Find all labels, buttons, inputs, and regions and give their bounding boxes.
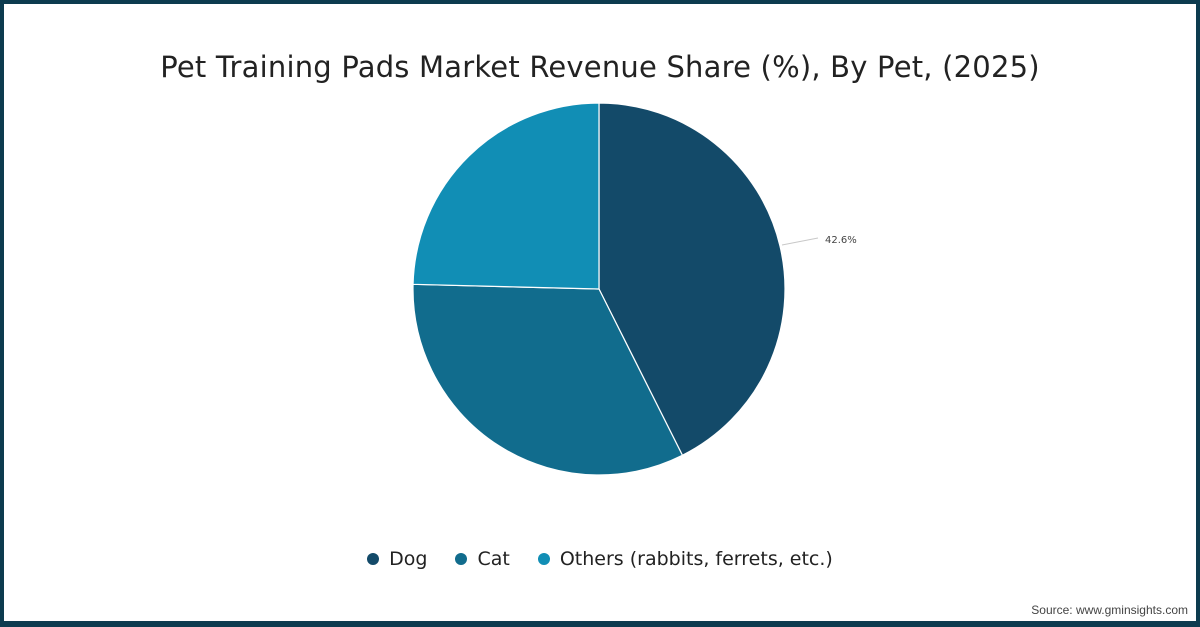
legend-item-cat[interactable]: Cat [455, 548, 510, 570]
dog-value-label: 42.6% [825, 235, 857, 246]
legend-item-others[interactable]: Others (rabbits, ferrets, etc.) [537, 548, 833, 570]
pie-slice-others[interactable] [412, 102, 600, 290]
legend-label-others: Others (rabbits, ferrets, etc.) [559, 548, 833, 570]
legend-item-dog[interactable]: Dog [367, 548, 427, 570]
dog-data-label: 42.6% [781, 235, 857, 246]
legend-label-dog: Dog [389, 548, 428, 570]
legend-marker-dog [367, 553, 380, 565]
pie-slice-cat[interactable] [412, 283, 684, 476]
legend: Dog Cat Others (rabbits, ferrets, etc.) [0, 548, 1200, 570]
legend-label-cat: Cat [477, 548, 510, 570]
legend-marker-others [537, 553, 550, 565]
pie-slice-dog[interactable] [598, 102, 786, 457]
chart-title: Pet Training Pads Market Revenue Share (… [160, 50, 1040, 84]
pie-slices [412, 102, 786, 476]
legend-marker-cat [455, 553, 468, 565]
source-note: Source: www.gminsights.com [1031, 603, 1188, 617]
